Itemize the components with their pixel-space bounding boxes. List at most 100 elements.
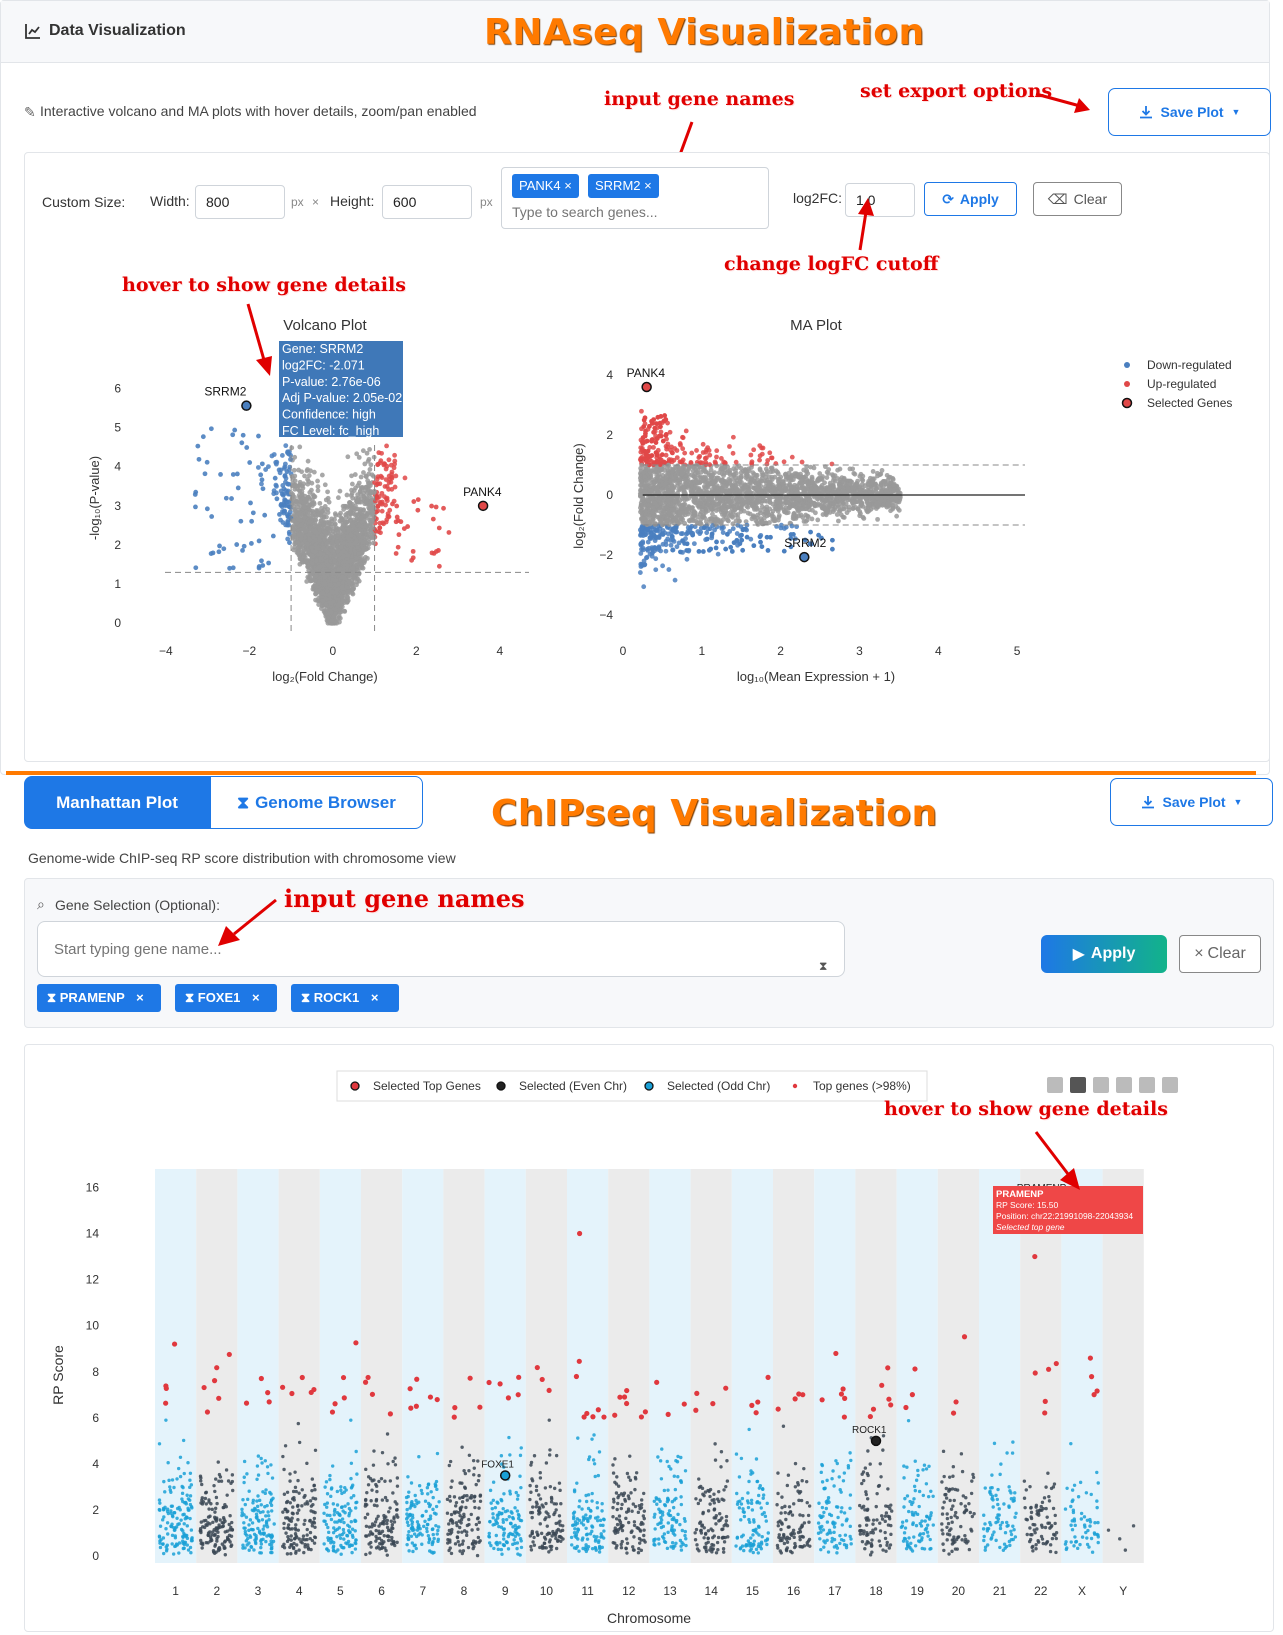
gene-search-input[interactable] (512, 204, 752, 220)
chromosome-band (402, 1169, 444, 1563)
gene-chip-rock1[interactable]: ⧗ ROCK1 × (291, 984, 399, 1012)
x-tick-label: 9 (502, 1584, 509, 1598)
volcano-plot[interactable]: Volcano Plot −4 −2 0 2 4 0 1 2 3 4 5 6 log₂(Fold Chan… (87, 317, 529, 684)
manhattan-legend: Selected Top Genes Selected (Even Chr) Sel… (336, 1070, 928, 1102)
zoom-in-icon[interactable] (1093, 1077, 1109, 1093)
chromosome-band (361, 1169, 403, 1563)
plot-toolbar[interactable] (1047, 1077, 1178, 1093)
rnaseq-banner: RNAseq Visualization (484, 12, 925, 53)
tooltip-line: Adj P-value: 2.05e-02 (282, 391, 402, 405)
y-tick-label: 8 (92, 1365, 99, 1379)
tab-manhattan-plot[interactable]: Manhattan Plot (24, 776, 210, 829)
chromosome-band (1061, 1169, 1103, 1563)
selected-gene-point[interactable] (799, 551, 810, 563)
y-tick-label: 1 (114, 577, 121, 591)
dna-icon: ⧗ (819, 959, 828, 973)
panel-header: Data Visualization (1, 1, 1269, 63)
clear-button[interactable]: ⌫ Clear (1033, 182, 1122, 216)
legend-box (336, 1070, 928, 1102)
width-input[interactable] (195, 185, 285, 219)
y-tick-label: −2 (599, 548, 613, 562)
autoscale-icon[interactable] (1139, 1077, 1155, 1093)
chipseq-banner: ChIPseq Visualization (491, 793, 938, 834)
manhattan-axes: 1 2 3 4 5 6 7 8 9 10 11 12 13 14 15 16 17 18 19 20 21 22 X Y024… (50, 1180, 1127, 1626)
zoom-out-icon[interactable] (1116, 1077, 1132, 1093)
apply-button-bottom[interactable]: ▶ Apply (1041, 935, 1167, 973)
gene-chip-pramenp[interactable]: ⧗ PRAMENP × (37, 984, 161, 1012)
selected-gene-point[interactable] (499, 1470, 511, 1481)
tab-genome-browser[interactable]: ⧗ Genome Browser (210, 776, 423, 829)
chip-remove-icon[interactable]: × (136, 990, 144, 1005)
y-tick-label: 3 (114, 499, 121, 513)
x-tick-label: 4 (935, 644, 942, 658)
y-tick-label: 4 (114, 460, 121, 474)
selected-gene-point[interactable] (241, 400, 252, 411)
download-icon (1141, 796, 1154, 809)
chip-label: PRAMENP (59, 990, 125, 1005)
x-tick-label: 1 (172, 1584, 179, 1598)
pencil-icon: ✎ (24, 104, 36, 120)
chromosome-band (155, 1169, 197, 1563)
x-tick-label: 21 (993, 1584, 1007, 1598)
ma-title: MA Plot (790, 317, 843, 334)
chip-remove-icon[interactable]: × (252, 990, 260, 1005)
x-tick-label: 14 (705, 1584, 719, 1598)
selected-gene-point[interactable] (477, 500, 489, 512)
x-tick-label: 15 (746, 1584, 760, 1598)
annotation-hover-top: hover to show gene details (122, 274, 406, 296)
apply-button[interactable]: ⟳ Apply (924, 182, 1017, 216)
camera-icon[interactable] (1047, 1077, 1063, 1093)
chromosome-band (1102, 1169, 1144, 1563)
save-plot-button-bottom[interactable]: Save Plot ▼ (1110, 778, 1273, 826)
x-tick-label: 5 (1014, 644, 1021, 658)
zoom-icon[interactable] (1070, 1077, 1086, 1093)
panel-title: Data Visualization (49, 22, 186, 39)
refresh-icon: ⟳ (942, 190, 954, 207)
x-tick-label: Y (1119, 1584, 1127, 1598)
gene-selector[interactable]: PANK4 × SRRM2 × (501, 167, 769, 229)
x-tick-label: 22 (1034, 1584, 1048, 1598)
chromosome-band (525, 1169, 567, 1563)
save-plot-button[interactable]: Save Plot ▼ (1108, 88, 1271, 136)
y-tick-label: 6 (114, 381, 121, 395)
legend-label: Selected (Odd Chr) (667, 1079, 770, 1093)
selected-gene-point[interactable] (870, 1435, 882, 1447)
clear-label: Clear (1207, 945, 1246, 962)
log2fc-input[interactable] (845, 183, 915, 217)
ma-plot[interactable]: MA Plot 0 1 2 3 4 5 −4 −2 0 2 4 log₁₀(Mean Expressio… (571, 317, 1025, 684)
clear-button-bottom[interactable]: × Clear (1179, 935, 1261, 973)
volcano-title: Volcano Plot (283, 317, 367, 334)
gene-name-input[interactable] (37, 921, 845, 977)
selected-gene-label: SRRM2 (204, 385, 246, 399)
y-tick-label: 4 (92, 1457, 99, 1471)
selected-gene-label: SRRM2 (784, 536, 826, 550)
height-label: Height: (330, 193, 375, 209)
gene-chip-pank4[interactable]: PANK4 × (512, 174, 579, 198)
y-tick-label: 5 (114, 421, 121, 435)
chromosome-band (896, 1169, 938, 1563)
height-input[interactable] (382, 185, 472, 219)
chip-remove-icon[interactable]: × (370, 990, 379, 1005)
tab-genome-label: Genome Browser (255, 792, 396, 812)
x-tick-label: 3 (856, 644, 863, 658)
ma-points (637, 408, 903, 590)
tooltip-line: P-value: 2.76e-06 (282, 375, 381, 389)
legend-label: Up-regulated (1147, 377, 1216, 391)
selected-gene-label: PANK4 (463, 485, 502, 499)
arrow-hover-bottom (1034, 1131, 1080, 1190)
home-icon[interactable] (1162, 1077, 1178, 1093)
selected-gene-point[interactable] (641, 381, 652, 393)
gene-chip-srrm2[interactable]: SRRM2 × (588, 174, 659, 198)
panel-subtitle: Interactive volcano and MA plots with ho… (40, 103, 477, 119)
y-tick-label: 2 (606, 428, 613, 442)
annotation-gene-input: input gene names (604, 88, 795, 110)
arrow-logfc (858, 198, 874, 251)
apply-label: Apply (959, 191, 999, 207)
y-axis-title: -log₁₀(P-value) (87, 456, 102, 540)
legend-marker (1121, 397, 1133, 409)
legend-marker (1124, 381, 1130, 387)
search-icon: ⌕ (37, 896, 45, 912)
manhattan-plot[interactable]: PRAMENPROCK1FOXE1 1234567891011121314151… (25, 1045, 1273, 1631)
gene-chip-foxe1[interactable]: ⧗ FOXE1 × (175, 984, 277, 1012)
log2fc-label: log2FC: (793, 190, 843, 206)
